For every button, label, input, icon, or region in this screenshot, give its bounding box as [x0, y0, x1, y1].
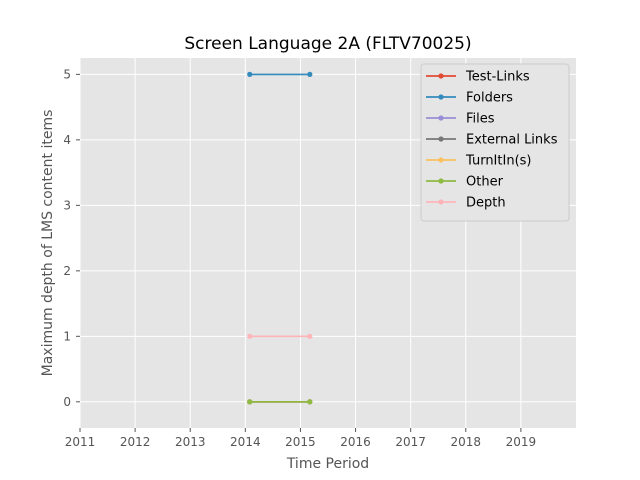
- series-other: [247, 399, 313, 405]
- legend-label: Other: [466, 175, 504, 190]
- y-tick-label: 3: [63, 198, 71, 212]
- x-tick-label: 2019: [506, 435, 537, 449]
- legend-swatch-marker: [438, 157, 444, 163]
- legend-item: Other: [426, 175, 504, 190]
- legend-swatch-marker: [438, 199, 444, 205]
- y-tick-label: 1: [63, 329, 71, 343]
- legend-item: External Links: [426, 133, 558, 148]
- x-axis-label: Time Period: [286, 456, 369, 472]
- x-tick-label: 2015: [285, 435, 316, 449]
- series-folders: [247, 71, 313, 77]
- y-axis: 0 1 2 3 4 5: [63, 67, 80, 409]
- x-tick-label: 2014: [230, 435, 261, 449]
- legend-label: External Links: [466, 133, 558, 148]
- x-tick-label: 2017: [395, 435, 426, 449]
- chart-title: Screen Language 2A (FLTV70025): [184, 34, 471, 54]
- data-point: [247, 333, 253, 339]
- legend-box: [420, 63, 570, 222]
- x-tick-label: 2018: [451, 435, 482, 449]
- legend-swatch-marker: [438, 73, 444, 79]
- legend: Test-Links Folders Files External Links Turn…: [420, 63, 570, 222]
- legend-label: Depth: [466, 196, 506, 211]
- y-tick-label: 0: [63, 395, 71, 409]
- legend-swatch-marker: [438, 94, 444, 100]
- x-tick-label: 2012: [120, 435, 151, 449]
- x-tick-label: 2011: [65, 435, 96, 449]
- data-point: [307, 399, 313, 405]
- data-point: [247, 399, 253, 405]
- legend-item: Files: [426, 112, 495, 127]
- legend-swatch-marker: [438, 136, 444, 142]
- legend-item: TurnItIn(s): [426, 154, 531, 169]
- data-point: [307, 71, 313, 77]
- legend-item: Depth: [426, 196, 506, 211]
- x-axis: 2011 2012 2013 2014 2015 2016 2017 2018 2019: [65, 428, 536, 449]
- legend-label: Folders: [466, 91, 513, 106]
- y-tick-label: 5: [63, 67, 71, 81]
- data-point: [247, 71, 253, 77]
- legend-item: Test-Links: [426, 70, 530, 85]
- x-tick-label: 2013: [175, 435, 206, 449]
- y-tick-label: 4: [63, 133, 71, 147]
- legend-label: Files: [466, 112, 495, 127]
- legend-swatch-marker: [438, 178, 444, 184]
- y-axis-label: Maximum depth of LMS content items: [40, 110, 56, 377]
- legend-swatch-marker: [438, 115, 444, 121]
- series-depth: [247, 333, 313, 339]
- y-tick-label: 2: [63, 264, 71, 278]
- legend-item: Folders: [426, 91, 513, 106]
- data-point: [307, 333, 313, 339]
- series-lines: [247, 71, 313, 405]
- legend-label: TurnItIn(s): [465, 154, 531, 169]
- x-tick-label: 2016: [340, 435, 371, 449]
- legend-label: Test-Links: [465, 70, 530, 85]
